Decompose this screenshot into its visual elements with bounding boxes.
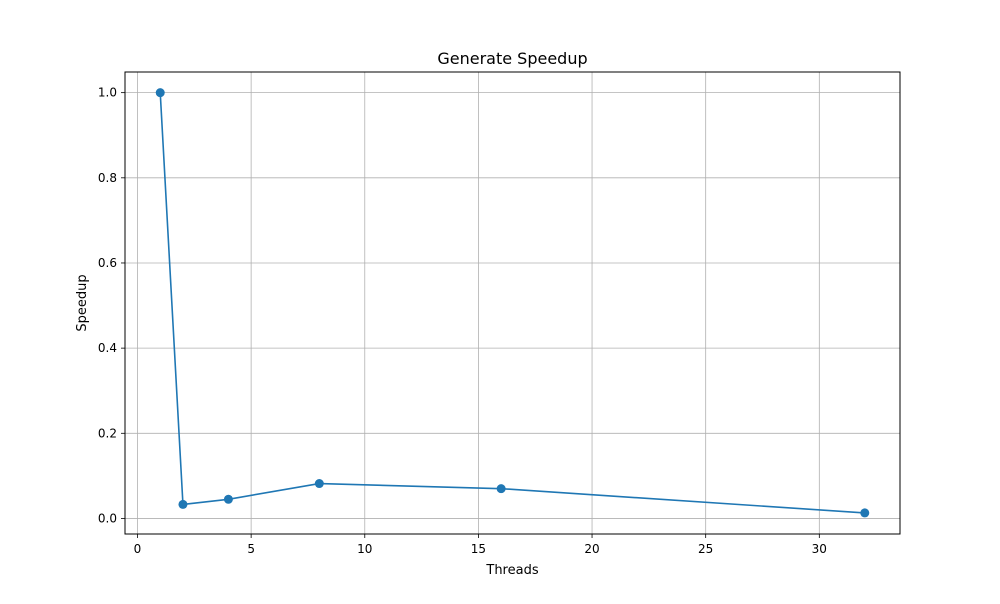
data-point [496,484,506,494]
grid-layer [125,72,900,534]
x-tick-label: 5 [247,542,255,556]
x-tick-label: 30 [812,542,827,556]
x-tick-label: 20 [584,542,599,556]
tick-layer: 0 5 10 15 20 25 30 0.0 0.2 0.4 0.6 0.8 1.0 [98,86,827,556]
data-point [314,479,324,489]
x-tick-label: 25 [698,542,713,556]
y-tick-label: 0.6 [98,256,117,270]
plot-frame [124,71,901,535]
data-point [155,88,165,98]
x-tick-label: 0 [134,542,142,556]
x-axis-label: Threads [485,563,538,578]
series-line [159,92,865,514]
chart-title: Generate Speedup [437,49,587,68]
y-tick-label: 0.4 [98,341,117,355]
x-tick-label: 10 [357,542,372,556]
y-tick-label: 0.0 [98,511,117,525]
y-tick-label: 1.0 [98,86,117,100]
data-point [223,494,233,504]
data-point [178,499,188,509]
y-tick-label: 0.8 [98,171,117,185]
y-axis-label: Speedup [75,274,90,331]
data-point [860,508,870,518]
series-layer [155,88,870,518]
x-tick-label: 15 [471,542,486,556]
y-tick-label: 0.2 [98,426,117,440]
